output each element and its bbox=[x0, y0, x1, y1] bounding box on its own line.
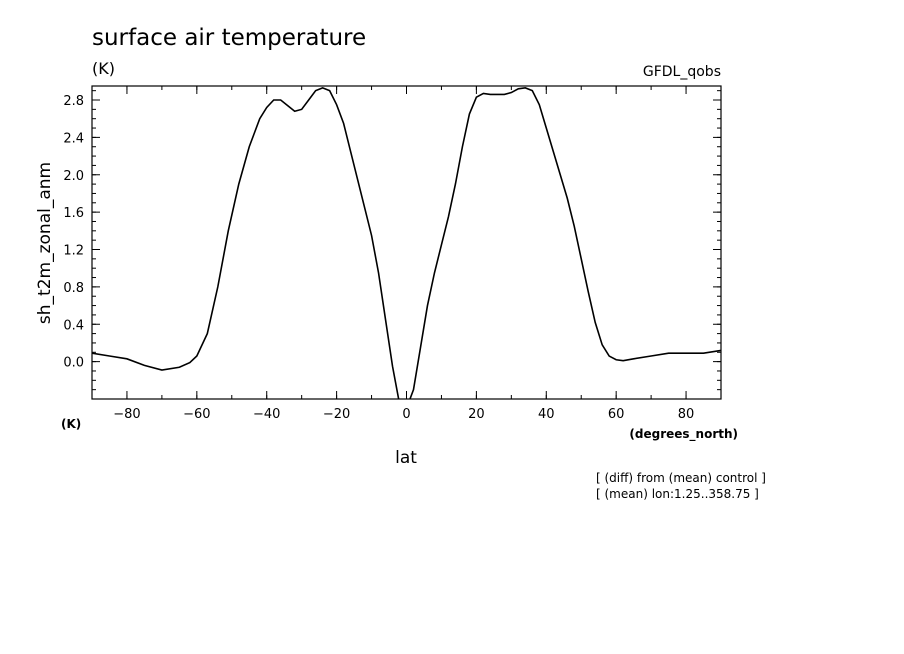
note-line-1: [ (diff) from (mean) control ] bbox=[596, 471, 766, 485]
x-tick-label: −40 bbox=[253, 407, 280, 422]
y-tick-label: 2.4 bbox=[63, 131, 84, 146]
x-tick-label: 20 bbox=[468, 407, 485, 422]
y-tick-label: 1.2 bbox=[63, 244, 84, 259]
title-units: (K) bbox=[92, 59, 115, 78]
x-axis-label: lat bbox=[395, 448, 417, 468]
note-line-2: [ (mean) lon:1.25..358.75 ] bbox=[596, 487, 759, 501]
y-tick-label: 0.8 bbox=[63, 281, 84, 296]
x-tick-label: 80 bbox=[678, 407, 695, 422]
x-tick-label: 60 bbox=[608, 407, 625, 422]
x-tick-label: −80 bbox=[113, 407, 140, 422]
y-tick-label: 2.0 bbox=[63, 169, 84, 184]
x-tick-label: −20 bbox=[323, 407, 350, 422]
y-axis-units: (K) bbox=[61, 417, 81, 431]
x-tick-label: 40 bbox=[538, 407, 555, 422]
y-tick-label: 0.0 bbox=[63, 356, 84, 371]
x-tick-labels: −80 −60 −40 −20 0 20 40 60 80 bbox=[113, 407, 694, 422]
x-tick-label: −60 bbox=[183, 407, 210, 422]
y-tick-label: 2.8 bbox=[63, 94, 84, 109]
x-axis-units: (degrees_north) bbox=[629, 427, 738, 442]
y-tick-label: 1.6 bbox=[63, 206, 84, 221]
axis-ticks bbox=[91, 86, 722, 400]
chart-title: surface air temperature bbox=[92, 25, 366, 51]
series-line bbox=[92, 87, 721, 399]
y-axis-label: sh_t2m_zonal_anm bbox=[35, 162, 55, 324]
y-tick-labels: 0.0 0.4 0.8 1.2 1.6 2.0 2.4 2.8 bbox=[63, 94, 84, 371]
dataset-label: GFDL_qobs bbox=[643, 64, 721, 80]
plot-frame bbox=[91, 85, 722, 400]
x-tick-label: 0 bbox=[402, 407, 410, 422]
y-tick-label: 0.4 bbox=[63, 318, 84, 333]
